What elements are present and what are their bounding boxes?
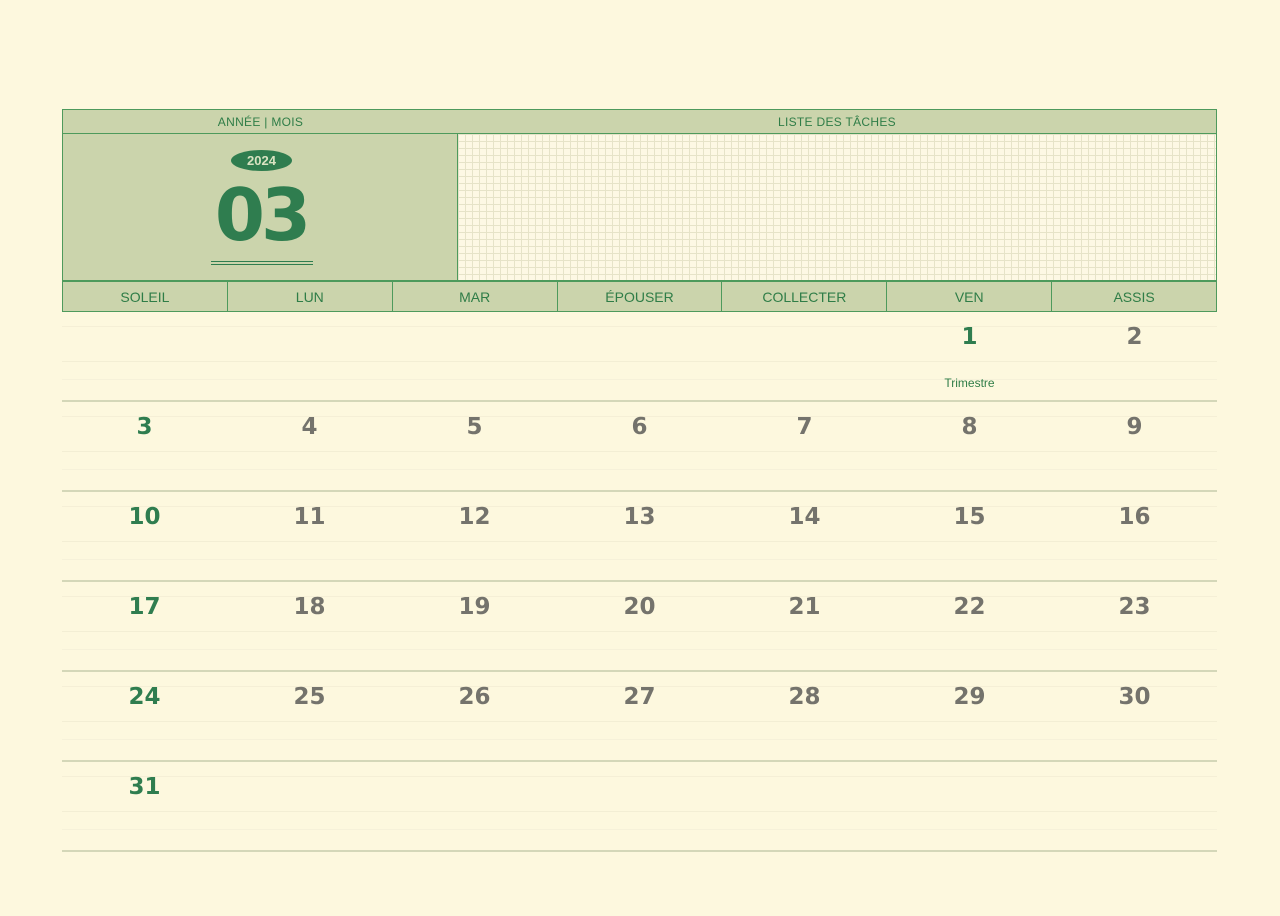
day-cell[interactable] <box>887 762 1052 850</box>
day-cell[interactable]: 1 Trimestre <box>887 312 1052 400</box>
day-cell[interactable]: 12 <box>392 492 557 580</box>
day-number: 21 <box>788 594 821 620</box>
day-cell[interactable] <box>722 762 887 850</box>
day-number: 31 <box>128 774 161 800</box>
day-cell[interactable]: 30 <box>1052 672 1217 760</box>
day-number: 1 <box>961 324 978 350</box>
day-cell[interactable] <box>62 312 227 400</box>
day-number: 12 <box>458 504 491 530</box>
day-number: 23 <box>1118 594 1151 620</box>
day-cell[interactable] <box>392 762 557 850</box>
month-underline <box>211 261 313 262</box>
day-cell[interactable]: 15 <box>887 492 1052 580</box>
month-panel: 2024 03 <box>62 134 458 281</box>
day-cell[interactable]: 13 <box>557 492 722 580</box>
day-number: 16 <box>1118 504 1151 530</box>
day-number: 30 <box>1118 684 1151 710</box>
day-cell[interactable]: 10 <box>62 492 227 580</box>
day-cell[interactable]: 23 <box>1052 582 1217 670</box>
day-number: 14 <box>788 504 821 530</box>
day-cell[interactable]: 18 <box>227 582 392 670</box>
day-number: 13 <box>623 504 656 530</box>
week-row: 1 Trimestre 2 <box>62 312 1217 402</box>
day-cell[interactable]: 6 <box>557 402 722 490</box>
calendar-header: ANNÉE | MOIS LISTE DES TÂCHES 2024 03 SO… <box>62 109 1218 312</box>
day-number: 20 <box>623 594 656 620</box>
day-cell[interactable]: 19 <box>392 582 557 670</box>
calendar-grid: 1 Trimestre 2 3 4 5 6 7 8 9 10 11 12 13 14 15 16 17 18 19 20… <box>62 312 1217 852</box>
day-cell[interactable]: 9 <box>1052 402 1217 490</box>
day-number: 2 <box>1126 324 1143 350</box>
day-cell[interactable]: 3 <box>62 402 227 490</box>
week-row: 31 <box>62 762 1217 852</box>
weekday-header: ASSIS <box>1052 281 1218 312</box>
year-badge: 2024 <box>231 150 292 171</box>
day-number: 10 <box>128 504 161 530</box>
day-cell[interactable] <box>227 312 392 400</box>
week-row: 17 18 19 20 21 22 23 <box>62 582 1217 672</box>
weekday-header: SOLEIL <box>62 281 228 312</box>
day-cell[interactable] <box>227 762 392 850</box>
day-number: 24 <box>128 684 161 710</box>
day-cell[interactable]: 26 <box>392 672 557 760</box>
day-cell[interactable] <box>557 762 722 850</box>
day-cell[interactable]: 31 <box>62 762 227 850</box>
day-number: 5 <box>466 414 483 440</box>
day-cell[interactable]: 14 <box>722 492 887 580</box>
day-cell[interactable]: 20 <box>557 582 722 670</box>
day-number: 29 <box>953 684 986 710</box>
day-number: 25 <box>293 684 326 710</box>
day-number: 15 <box>953 504 986 530</box>
day-number: 28 <box>788 684 821 710</box>
task-list-label: LISTE DES TÂCHES <box>458 109 1217 134</box>
year-month-label: ANNÉE | MOIS <box>62 109 459 134</box>
weekday-header: ÉPOUSER <box>557 281 723 312</box>
day-cell[interactable]: 4 <box>227 402 392 490</box>
day-cell[interactable] <box>1052 762 1217 850</box>
weekday-header: MAR <box>392 281 558 312</box>
weekday-header: COLLECTER <box>722 281 888 312</box>
weekday-header: VEN <box>887 281 1053 312</box>
day-cell[interactable] <box>392 312 557 400</box>
day-cell[interactable]: 5 <box>392 402 557 490</box>
weekday-header: LUN <box>227 281 393 312</box>
day-number: 6 <box>631 414 648 440</box>
day-cell[interactable]: 25 <box>227 672 392 760</box>
day-number: 17 <box>128 594 161 620</box>
day-cell[interactable]: 17 <box>62 582 227 670</box>
week-row: 24 25 26 27 28 29 30 <box>62 672 1217 762</box>
day-cell[interactable]: 2 <box>1052 312 1217 400</box>
week-row: 3 4 5 6 7 8 9 <box>62 402 1217 492</box>
day-cell[interactable] <box>722 312 887 400</box>
day-number: 19 <box>458 594 491 620</box>
day-number: 26 <box>458 684 491 710</box>
day-number: 4 <box>301 414 318 440</box>
day-cell[interactable]: 16 <box>1052 492 1217 580</box>
day-cell[interactable]: 22 <box>887 582 1052 670</box>
day-cell[interactable]: 27 <box>557 672 722 760</box>
day-cell[interactable]: 29 <box>887 672 1052 760</box>
day-note: Trimestre <box>944 376 995 390</box>
week-row: 10 11 12 13 14 15 16 <box>62 492 1217 582</box>
day-cell[interactable]: 7 <box>722 402 887 490</box>
day-cell[interactable]: 24 <box>62 672 227 760</box>
day-cell[interactable] <box>557 312 722 400</box>
month-number: 03 <box>214 173 311 257</box>
task-list-grid[interactable] <box>458 134 1217 281</box>
day-number: 27 <box>623 684 656 710</box>
day-number: 3 <box>136 414 153 440</box>
day-cell[interactable]: 11 <box>227 492 392 580</box>
weekday-row: SOLEIL LUN MAR ÉPOUSER COLLECTER VEN ASSIS <box>62 281 1218 312</box>
month-underline <box>211 264 313 265</box>
day-cell[interactable]: 8 <box>887 402 1052 490</box>
day-number: 8 <box>961 414 978 440</box>
day-cell[interactable]: 28 <box>722 672 887 760</box>
day-number: 7 <box>796 414 813 440</box>
day-cell[interactable]: 21 <box>722 582 887 670</box>
day-number: 22 <box>953 594 986 620</box>
day-number: 11 <box>293 504 326 530</box>
day-number: 9 <box>1126 414 1143 440</box>
day-number: 18 <box>293 594 326 620</box>
